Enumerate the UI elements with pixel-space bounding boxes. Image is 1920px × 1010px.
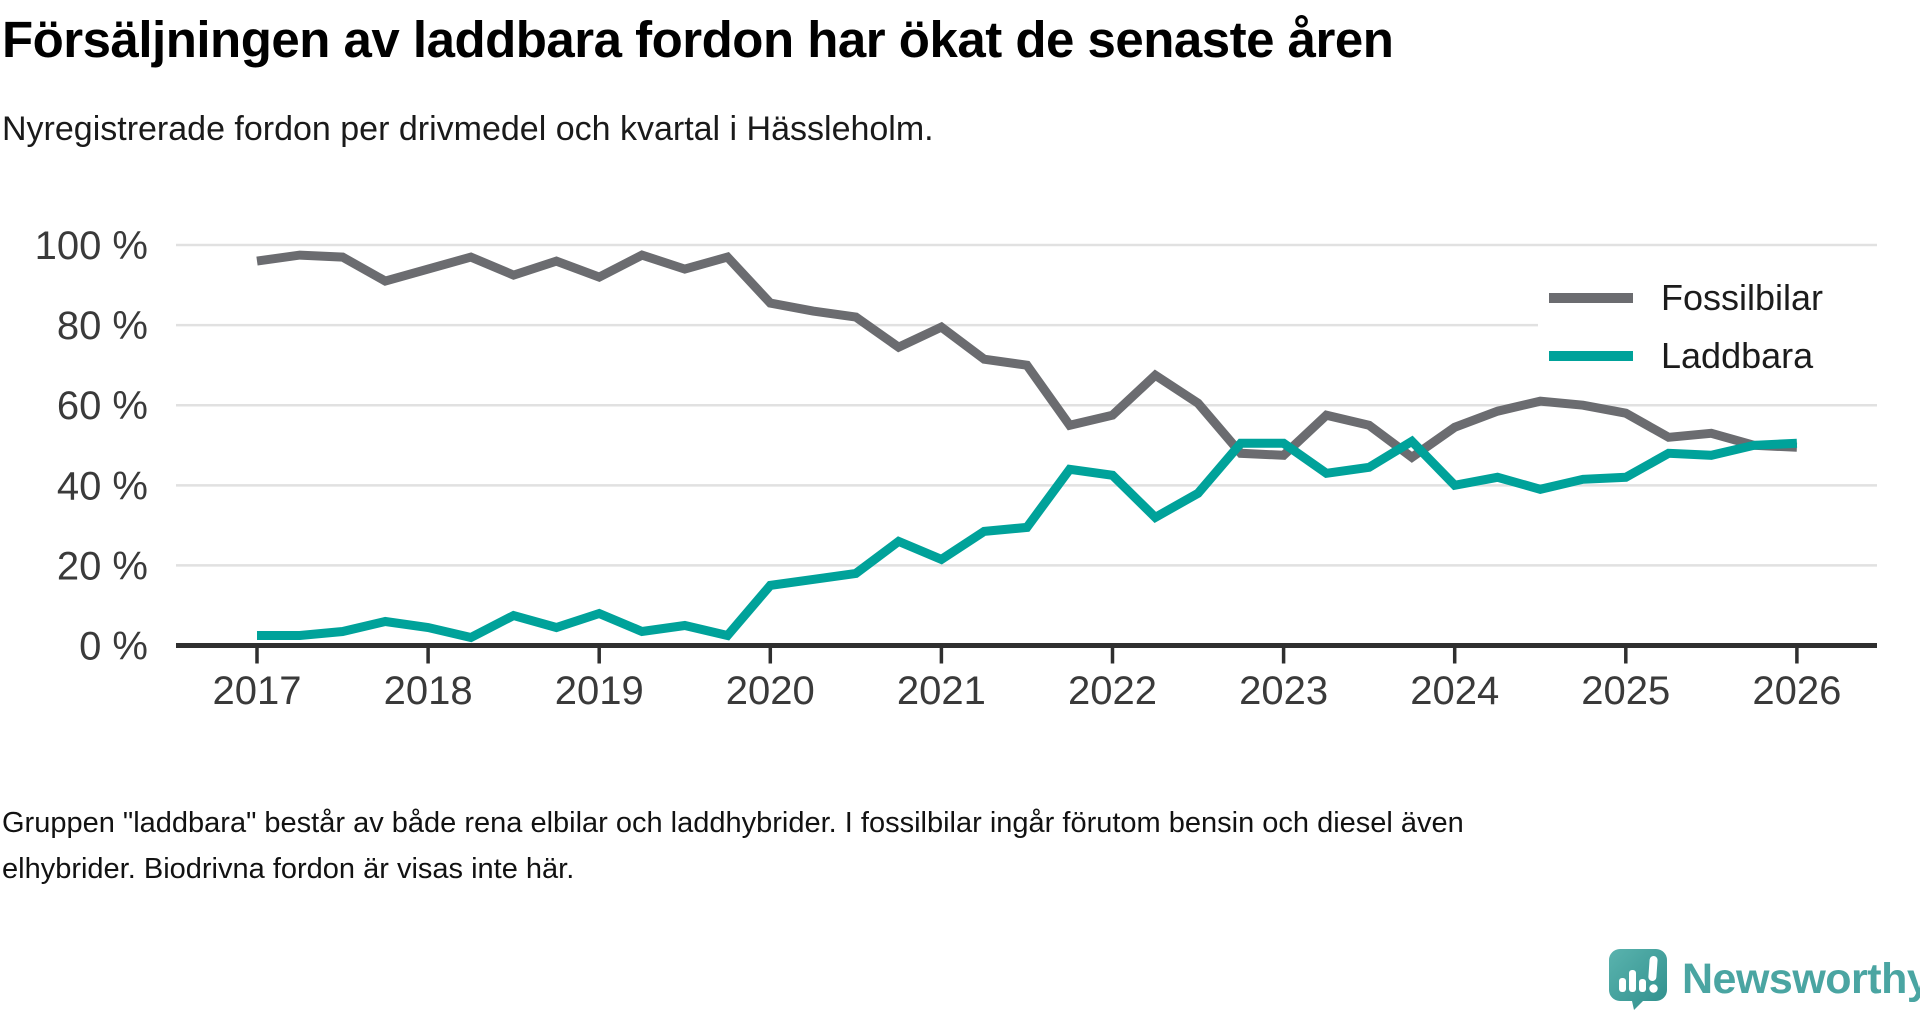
newsworthy-wordmark: Newsworthy — [1682, 954, 1920, 1003]
series-line-fossilbilar — [256, 250, 1798, 463]
page-subtitle: Nyregistrerade fordon per drivmedel och … — [2, 110, 934, 148]
y-tick-label: 20 % — [57, 544, 148, 588]
y-tick-label: 80 % — [57, 304, 148, 348]
x-tick-label: 2023 — [1239, 669, 1328, 713]
fossilbilar-line-swatch-icon — [1549, 293, 1633, 303]
chart-legend: Fossilbilar Laddbara — [1538, 268, 1883, 388]
y-tick-label: 100 % — [35, 224, 148, 268]
x-tick-label: 2018 — [384, 669, 473, 713]
y-tick-label: 40 % — [57, 464, 148, 508]
legend-item-laddbara: Laddbara — [1538, 334, 1883, 378]
newsworthy-speech-bubble-chart-icon — [1609, 949, 1667, 1010]
legend-item-fossilbilar: Fossilbilar — [1538, 276, 1883, 320]
legend-label: Fossilbilar — [1661, 277, 1824, 318]
x-tick-label: 2025 — [1581, 669, 1670, 713]
x-tick-label: 2024 — [1410, 669, 1499, 713]
y-tick-label: 0 % — [79, 625, 148, 669]
x-tick-label: 2017 — [213, 669, 302, 713]
page-title: Försäljningen av laddbara fordon har öka… — [2, 11, 1394, 68]
x-tick-label: 2022 — [1068, 669, 1157, 713]
x-tick-label: 2026 — [1752, 669, 1841, 713]
x-tick-label: 2019 — [555, 669, 644, 713]
x-tick-label: 2021 — [897, 669, 986, 713]
series-line-laddbara — [257, 435, 1798, 643]
newsworthy-logo: Newsworthy — [1608, 948, 1920, 1010]
chart-footnote: Gruppen "laddbara" består av både rena e… — [2, 807, 1464, 886]
legend-label: Laddbara — [1661, 335, 1814, 376]
x-tick-label: 2020 — [726, 669, 815, 713]
laddbara-line-swatch-icon — [1549, 351, 1633, 361]
y-tick-label: 60 % — [57, 384, 148, 428]
